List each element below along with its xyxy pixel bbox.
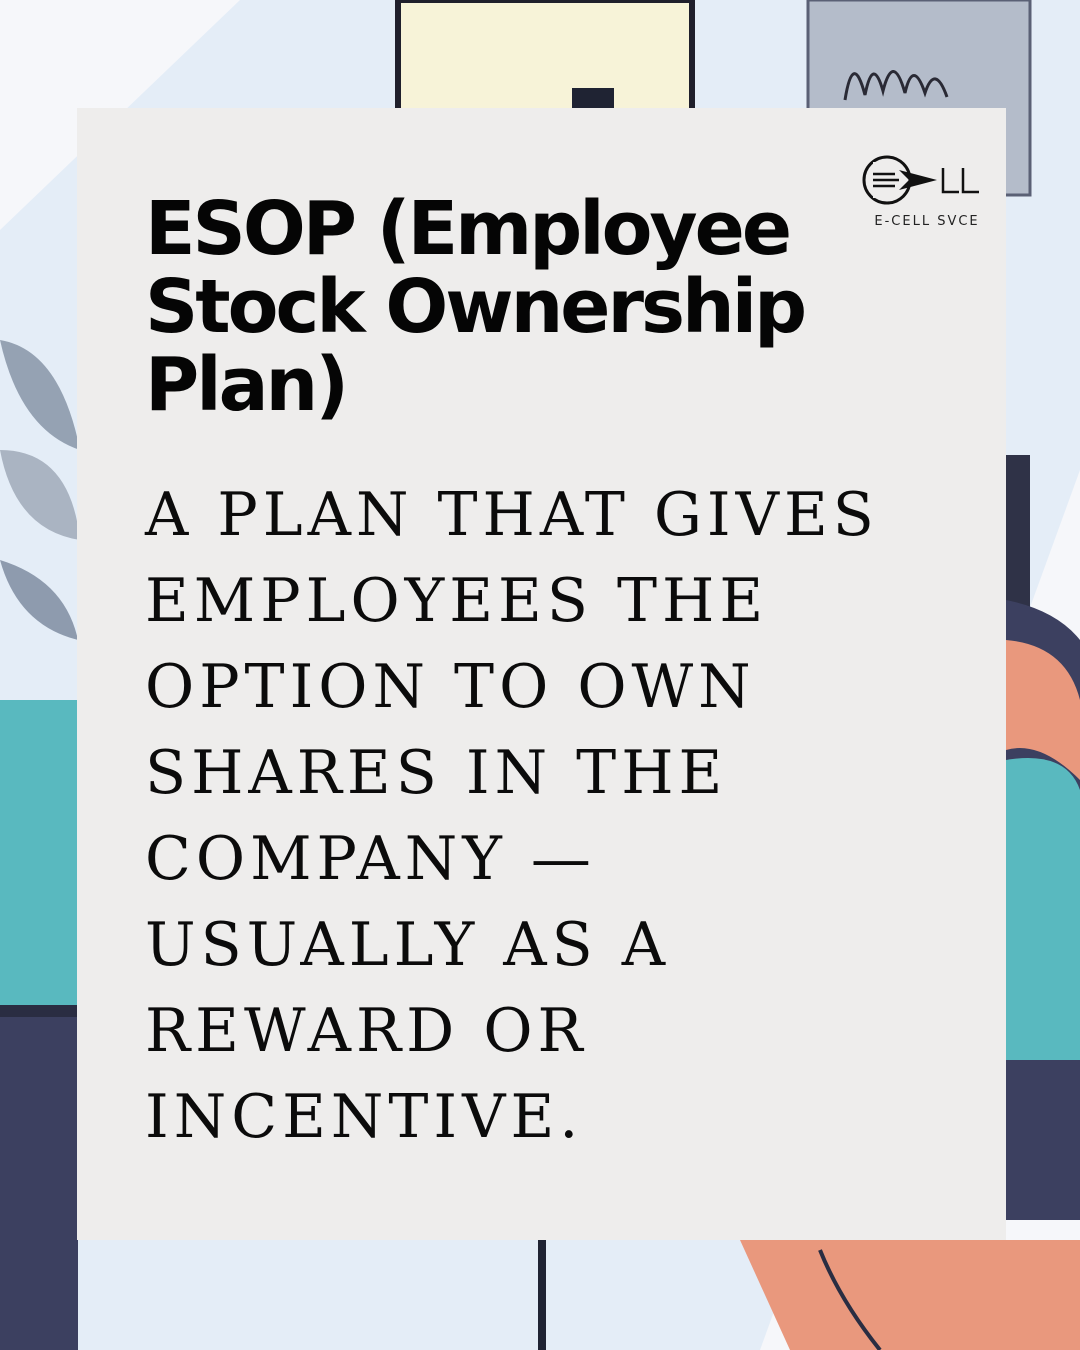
page-title: ESOP (Employee Stock Ownership Plan) <box>145 186 807 428</box>
e-cell-arrow-logo-icon <box>862 155 979 205</box>
logo-text: E-CELL SVCE <box>874 214 980 229</box>
info-card: ESOP (Employee Stock Ownership Plan) A P… <box>77 108 1006 1240</box>
definition-text: A PLAN THAT GIVES EMPLOYEES THE OPTION T… <box>145 480 879 1152</box>
e-cell-logo: E-CELL SVCE <box>859 152 995 238</box>
